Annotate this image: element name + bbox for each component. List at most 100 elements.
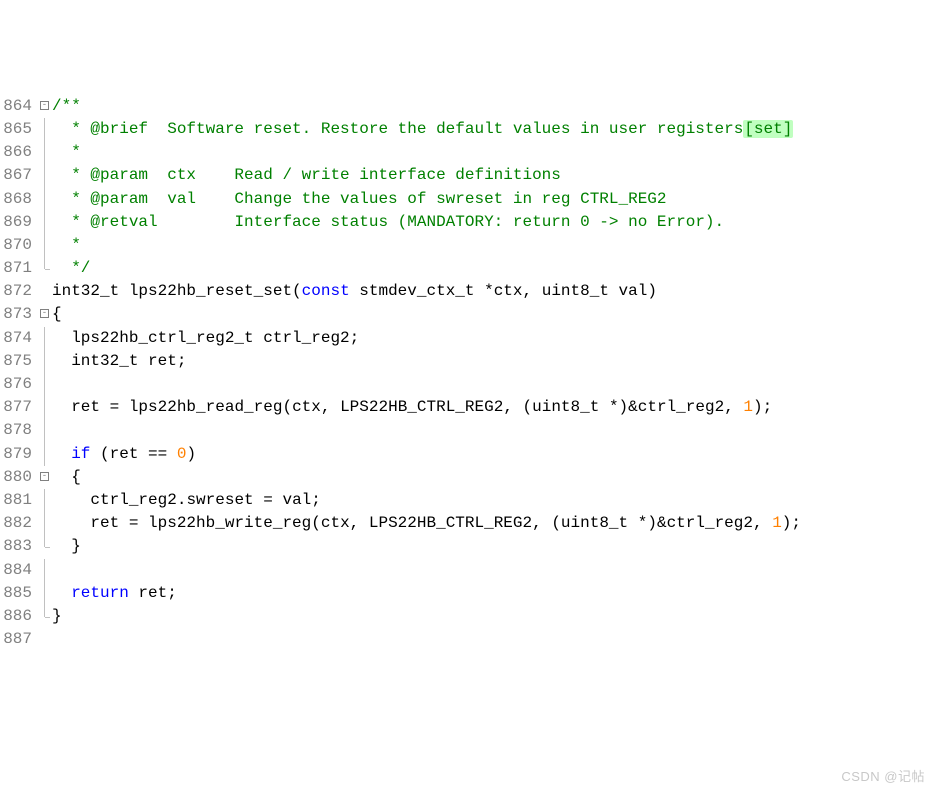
fold-cell bbox=[38, 582, 52, 605]
code-line[interactable] bbox=[52, 373, 937, 396]
line-number: 876 bbox=[0, 373, 34, 396]
token-text: ctrl_reg2 bbox=[52, 491, 177, 509]
token-text: , bbox=[321, 398, 340, 416]
token-text: ( bbox=[311, 514, 321, 532]
code-line[interactable]: return ret; bbox=[52, 582, 937, 605]
fold-toggle-icon[interactable]: - bbox=[40, 309, 49, 318]
token-text: & bbox=[657, 514, 667, 532]
line-number: 875 bbox=[0, 350, 34, 373]
code-line[interactable]: * @brief Software reset. Restore the def… bbox=[52, 118, 937, 141]
line-number: 882 bbox=[0, 512, 34, 535]
token-text: , bbox=[503, 398, 522, 416]
code-line[interactable]: { bbox=[52, 466, 937, 489]
code-line[interactable] bbox=[52, 628, 937, 651]
token-text: = bbox=[129, 514, 139, 532]
line-number: 886 bbox=[0, 605, 34, 628]
token-number: 0 bbox=[177, 445, 187, 463]
fold-toggle-icon[interactable]: - bbox=[40, 472, 49, 481]
code-line[interactable]: * bbox=[52, 141, 937, 164]
token-comment-kw: @retval bbox=[90, 213, 157, 231]
code-line[interactable]: /** bbox=[52, 95, 937, 118]
fold-cell bbox=[38, 327, 52, 350]
token-text: lps22hb_write_reg bbox=[138, 514, 311, 532]
code-line[interactable]: int32_t lps22hb_reset_set(const stmdev_c… bbox=[52, 280, 937, 303]
token-text: == bbox=[148, 445, 167, 463]
token-text: uint8_t bbox=[561, 514, 638, 532]
code-line[interactable]: { bbox=[52, 303, 937, 326]
token-text: int32_t ret bbox=[52, 352, 177, 370]
token-comment: * bbox=[52, 236, 81, 254]
token-text: { bbox=[52, 305, 62, 323]
token-number: 1 bbox=[772, 514, 782, 532]
fold-cell[interactable]: - bbox=[38, 95, 52, 118]
line-number: 873 bbox=[0, 303, 34, 326]
line-number: 877 bbox=[0, 396, 34, 419]
fold-cell bbox=[38, 211, 52, 234]
token-comment-kw: @param bbox=[90, 166, 148, 184]
token-text: } bbox=[52, 537, 81, 555]
fold-cell bbox=[38, 280, 52, 303]
token-text: LPS22HB_CTRL_REG2 bbox=[369, 514, 532, 532]
code-area[interactable]: /** * @brief Software reset. Restore the… bbox=[52, 95, 937, 652]
code-line[interactable]: * @param val Change the values of swrese… bbox=[52, 188, 937, 211]
code-line[interactable]: if (ret == 0) bbox=[52, 443, 937, 466]
fold-cell bbox=[38, 489, 52, 512]
code-line[interactable]: * @param ctx Read / write interface defi… bbox=[52, 164, 937, 187]
token-text: ( bbox=[292, 282, 302, 300]
fold-toggle-icon[interactable]: - bbox=[40, 101, 49, 110]
token-text: lps22hb_ctrl_reg2_t ctrl_reg2 bbox=[52, 329, 350, 347]
token-text: ( bbox=[100, 445, 110, 463]
fold-cell bbox=[38, 141, 52, 164]
line-number: 879 bbox=[0, 443, 34, 466]
code-line[interactable]: ret = lps22hb_read_reg(ctx, LPS22HB_CTRL… bbox=[52, 396, 937, 419]
token-text: , bbox=[350, 514, 369, 532]
token-text: swreset bbox=[186, 491, 263, 509]
line-number: 883 bbox=[0, 535, 34, 558]
token-comment: * bbox=[52, 143, 81, 161]
token-text: , bbox=[532, 514, 551, 532]
line-number: 874 bbox=[0, 327, 34, 350]
token-text: & bbox=[628, 398, 638, 416]
code-editor[interactable]: 8648658668678688698708718728738748758768… bbox=[0, 93, 937, 654]
line-number: 885 bbox=[0, 582, 34, 605]
fold-cell[interactable]: - bbox=[38, 303, 52, 326]
token-text: * bbox=[484, 282, 494, 300]
token-text: stmdev_ctx_t bbox=[350, 282, 484, 300]
code-line[interactable]: lps22hb_ctrl_reg2_t ctrl_reg2; bbox=[52, 327, 937, 350]
token-text: ret bbox=[52, 514, 129, 532]
token-text: , bbox=[724, 398, 743, 416]
token-text: { bbox=[52, 468, 81, 486]
code-line[interactable]: } bbox=[52, 535, 937, 558]
fold-cell bbox=[38, 373, 52, 396]
code-line[interactable]: * @retval Interface status (MANDATORY: r… bbox=[52, 211, 937, 234]
code-line[interactable]: int32_t ret; bbox=[52, 350, 937, 373]
token-text: ( bbox=[551, 514, 561, 532]
code-line[interactable]: ret = lps22hb_write_reg(ctx, LPS22HB_CTR… bbox=[52, 512, 937, 535]
code-line[interactable]: ctrl_reg2.swreset = val; bbox=[52, 489, 937, 512]
line-number: 872 bbox=[0, 280, 34, 303]
token-comment-kw: @brief bbox=[90, 120, 148, 138]
token-text: ; bbox=[311, 491, 321, 509]
fold-cell bbox=[38, 257, 52, 280]
fold-cell bbox=[38, 164, 52, 187]
token-text: val bbox=[273, 491, 311, 509]
token-comment-kw: @param bbox=[90, 190, 148, 208]
token-comment: val Change the values of swreset in reg … bbox=[148, 190, 666, 208]
token-text: ret bbox=[52, 398, 110, 416]
token-comment: * bbox=[52, 120, 90, 138]
token-text bbox=[167, 445, 177, 463]
token-text bbox=[90, 445, 100, 463]
token-text: ( bbox=[523, 398, 533, 416]
token-text: ctrl_reg2 bbox=[638, 398, 724, 416]
code-line[interactable]: } bbox=[52, 605, 937, 628]
line-number: 881 bbox=[0, 489, 34, 512]
code-line[interactable]: */ bbox=[52, 257, 937, 280]
watermark: CSDN @记帖 bbox=[841, 768, 925, 787]
code-line[interactable]: * bbox=[52, 234, 937, 257]
token-comment: * bbox=[52, 190, 90, 208]
code-line[interactable] bbox=[52, 559, 937, 582]
fold-cell[interactable]: - bbox=[38, 466, 52, 489]
code-line[interactable] bbox=[52, 419, 937, 442]
line-number: 868 bbox=[0, 188, 34, 211]
token-comment: /** bbox=[52, 97, 81, 115]
